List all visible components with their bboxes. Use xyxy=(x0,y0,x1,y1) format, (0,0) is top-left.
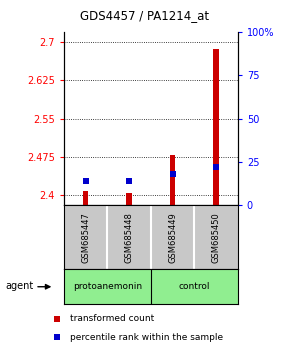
Text: agent: agent xyxy=(5,281,33,291)
Text: GSM685447: GSM685447 xyxy=(81,212,90,263)
Text: GDS4457 / PA1214_at: GDS4457 / PA1214_at xyxy=(80,10,210,22)
Bar xyxy=(170,155,175,205)
Bar xyxy=(213,49,219,205)
Text: GSM685450: GSM685450 xyxy=(211,212,221,263)
Bar xyxy=(126,193,132,205)
Point xyxy=(55,316,60,322)
Point xyxy=(214,164,218,170)
Point xyxy=(55,334,60,340)
Point xyxy=(83,178,88,184)
Text: control: control xyxy=(179,282,210,291)
Point xyxy=(127,178,131,184)
Text: GSM685449: GSM685449 xyxy=(168,212,177,263)
Text: transformed count: transformed count xyxy=(70,314,154,324)
Point xyxy=(170,171,175,177)
Bar xyxy=(83,191,88,205)
Text: GSM685448: GSM685448 xyxy=(124,212,134,263)
Text: protoanemonin: protoanemonin xyxy=(73,282,142,291)
Text: percentile rank within the sample: percentile rank within the sample xyxy=(70,333,223,342)
